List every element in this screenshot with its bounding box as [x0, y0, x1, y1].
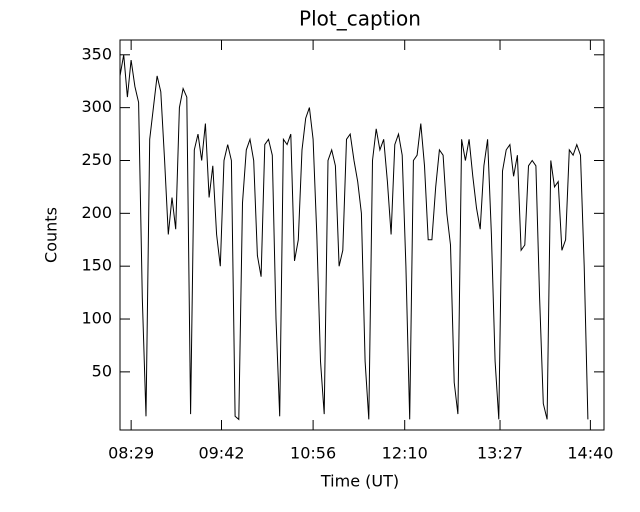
x-tick-label: 10:56: [290, 444, 336, 463]
x-axis-label: Time (UT): [320, 472, 399, 491]
y-tick-label: 100: [81, 309, 112, 328]
x-tick-label: 08:29: [108, 444, 154, 463]
data-line: [119, 54, 589, 421]
y-tick-label: 150: [81, 256, 112, 275]
y-tick-label: 250: [81, 150, 112, 169]
y-tick-label: 200: [81, 203, 112, 222]
plot-frame: [119, 39, 605, 431]
y-tick-label: 350: [81, 44, 112, 63]
y-axis-label: Counts: [42, 207, 61, 263]
x-tick-label: 09:42: [198, 444, 244, 463]
y-tick-label: 300: [81, 97, 112, 116]
x-tick-label: 12:10: [382, 444, 428, 463]
y-tick-label: 50: [92, 361, 112, 380]
x-tick-label: 13:27: [477, 444, 523, 463]
chart-title: Plot_caption: [299, 7, 421, 31]
x-tick-label: 14:40: [567, 444, 613, 463]
